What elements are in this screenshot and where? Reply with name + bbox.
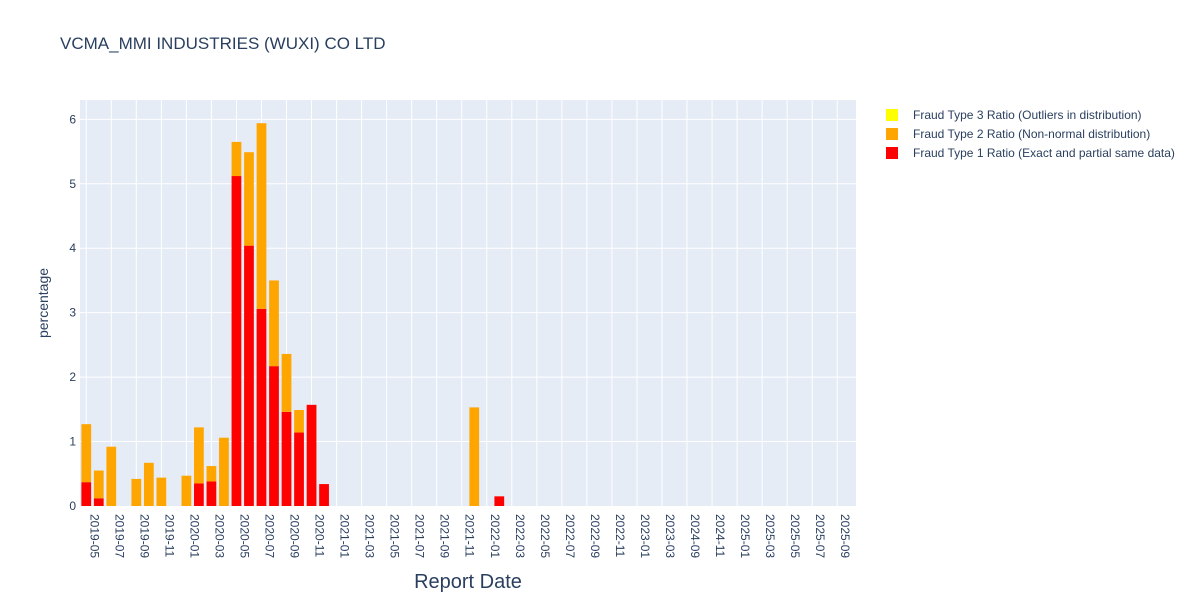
x-tick-label: 2019-07: [112, 514, 126, 558]
x-tick-label: 2021-09: [438, 514, 452, 558]
x-tick-label: 2021-05: [388, 514, 402, 558]
x-tick-label: 2021-11: [463, 514, 477, 557]
bar-segment[interactable]: [256, 308, 267, 506]
bar-segment[interactable]: [256, 123, 267, 309]
x-tick-label: 2019-05: [87, 514, 101, 558]
legend-swatch-type2: [886, 127, 898, 140]
x-tick-label: 2020-11: [313, 514, 327, 557]
bar-segment[interactable]: [306, 404, 317, 506]
bar-segment[interactable]: [131, 478, 142, 506]
x-tick-label: 2023-01: [638, 514, 652, 558]
plot-background: [80, 100, 856, 506]
bar-segment[interactable]: [194, 427, 204, 484]
bar-segment[interactable]: [206, 481, 217, 506]
bar-segment[interactable]: [181, 475, 192, 506]
y-tick-label: 6: [69, 112, 76, 126]
bar-segment[interactable]: [294, 432, 304, 506]
y-tick-labels: 0 1 2 3 4 5 6: [69, 112, 76, 513]
x-tick-label: 2019-09: [137, 514, 151, 558]
y-tick-label: 1: [69, 435, 76, 449]
legend-swatch-type1: [886, 146, 898, 159]
y-tick-label: 2: [69, 370, 76, 384]
bar-segment[interactable]: [93, 498, 104, 506]
x-tick-label: 2025-01: [738, 514, 752, 558]
legend-item-type2[interactable]: Fraud Type 2 Ratio (Non-normal distribut…: [886, 124, 1175, 143]
bar-segment[interactable]: [143, 462, 154, 506]
x-tick-label: 2020-01: [187, 514, 201, 558]
x-tick-label: 2025-03: [763, 514, 777, 558]
bar-segment[interactable]: [469, 407, 480, 506]
x-tick-label: 2020-09: [288, 514, 302, 558]
bar-segment[interactable]: [231, 176, 242, 507]
y-tick-label: 4: [69, 241, 76, 255]
legend-item-type3[interactable]: Fraud Type 3 Ratio (Outliers in distribu…: [886, 105, 1175, 124]
legend: Fraud Type 3 Ratio (Outliers in distribu…: [886, 105, 1175, 162]
bar-segment[interactable]: [81, 424, 92, 483]
bar-segment[interactable]: [319, 484, 329, 506]
bar-segment[interactable]: [231, 141, 242, 177]
grid-lines: [80, 100, 856, 506]
x-tick-label: 2020-03: [212, 514, 226, 558]
x-tick-label: 2024-11: [713, 514, 727, 557]
bar-segment[interactable]: [294, 409, 304, 433]
bar-segment[interactable]: [93, 470, 104, 499]
bar-segment[interactable]: [81, 482, 92, 506]
bar-segment[interactable]: [106, 446, 117, 506]
bar-segment[interactable]: [244, 152, 254, 246]
chart-title: VCMA_MMI INDUSTRIES (WUXI) CO LTD: [60, 34, 386, 53]
x-tick-label: 2020-07: [262, 514, 276, 558]
legend-swatch-type3: [886, 108, 898, 121]
x-tick-label: 2021-01: [338, 514, 352, 558]
bar-segment[interactable]: [494, 496, 505, 506]
bar-segment[interactable]: [219, 437, 229, 506]
x-tick-label: 2024-09: [688, 514, 702, 558]
legend-label-type1: Fraud Type 1 Ratio (Exact and partial sa…: [913, 145, 1175, 160]
y-tick-label: 3: [69, 306, 76, 320]
x-tick-label: 2022-01: [488, 514, 502, 558]
x-tick-label: 2022-11: [613, 514, 627, 557]
x-tick-label: 2025-05: [788, 514, 802, 558]
y-tick-label: 5: [69, 177, 76, 191]
bar-segment[interactable]: [194, 483, 204, 506]
x-tick-label: 2022-03: [513, 514, 527, 558]
y-axis-label: percentage: [35, 268, 51, 338]
x-tick-label: 2020-05: [237, 514, 251, 558]
bar-segment[interactable]: [281, 411, 292, 506]
bar-segment[interactable]: [269, 280, 279, 367]
x-tick-label: 2023-03: [663, 514, 677, 558]
bars[interactable]: [81, 123, 505, 507]
x-tick-label: 2021-03: [363, 514, 377, 558]
x-tick-label: 2021-07: [413, 514, 427, 558]
x-axis-label: Report Date: [414, 571, 522, 593]
bar-segment[interactable]: [281, 353, 292, 412]
bar-segment[interactable]: [269, 366, 279, 506]
x-tick-label: 2022-09: [588, 514, 602, 558]
x-tick-label: 2019-11: [162, 514, 176, 557]
x-tick-label: 2025-07: [813, 514, 827, 558]
x-tick-label: 2025-09: [838, 514, 852, 558]
y-tick-label: 0: [69, 499, 76, 513]
bar-segment[interactable]: [206, 466, 217, 482]
legend-item-type1[interactable]: Fraud Type 1 Ratio (Exact and partial sa…: [886, 143, 1175, 162]
bar-segment[interactable]: [156, 477, 167, 506]
x-tick-label: 2022-07: [563, 514, 577, 558]
bar-segment[interactable]: [244, 245, 254, 506]
legend-label-type3: Fraud Type 3 Ratio (Outliers in distribu…: [913, 107, 1142, 122]
x-tick-label: 2022-05: [538, 514, 552, 558]
x-tick-labels: 2019-05 2019-07 2019-09 2019-11 2020-01 2020-…: [87, 514, 852, 558]
legend-label-type2: Fraud Type 2 Ratio (Non-normal distribut…: [913, 126, 1151, 141]
